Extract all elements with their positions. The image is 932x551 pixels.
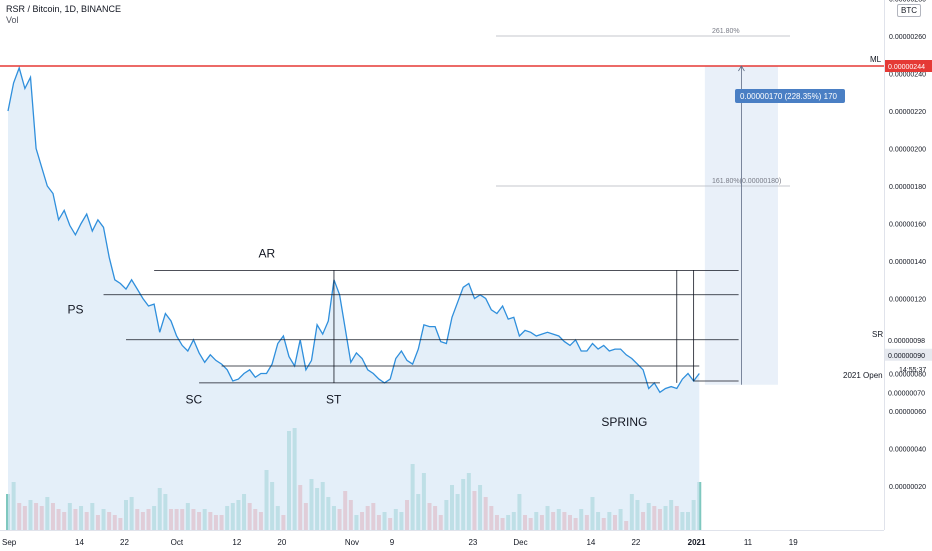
level-label: SR — [872, 330, 883, 339]
fib-label: 161.80%(0.00000180) — [712, 178, 781, 185]
wyckoff-label: PS — [67, 303, 83, 317]
level-label: 2021 Open — [843, 371, 883, 380]
price-tick-label: 0.00000040 — [889, 447, 926, 454]
time-tick-label: 12 — [232, 538, 241, 547]
measure-tag-bg — [735, 89, 845, 103]
volume-indicator-label[interactable]: Vol — [6, 15, 19, 25]
symbol-title[interactable]: RSR / Bitcoin, 1D, BINANCE — [6, 4, 122, 14]
time-tick-label: 9 — [390, 538, 395, 547]
price-tick-label: 0.00000280 — [889, 0, 926, 4]
open-price-tag-bg — [885, 386, 932, 399]
wyckoff-label: SPRING — [601, 415, 647, 429]
time-tick-label: 11 — [744, 538, 753, 547]
price-tick-label: 0.00000160 — [889, 222, 926, 229]
chart-header: RSR / Bitcoin, 1D, BINANCE Vol — [6, 4, 121, 26]
time-tick-label: Sep — [2, 538, 17, 547]
measure-arrowhead — [738, 65, 745, 72]
ml-price-tag: 0.00000244 — [888, 64, 925, 71]
price-tick-label: 0.00000120 — [889, 297, 926, 304]
ml-label: ML — [870, 55, 882, 64]
price-tick-label: 0.00000140 — [889, 259, 926, 266]
ml-price-tag-bg — [885, 60, 932, 72]
open-price-tag: 0.00000070 — [888, 390, 925, 397]
time-tick-label: 23 — [468, 538, 477, 547]
price-tick-label: 0.00000220 — [889, 109, 926, 116]
time-tick-label: 22 — [120, 538, 129, 547]
current-price-tag-bg — [885, 348, 932, 361]
price-tick-label: 0.00000240 — [889, 72, 926, 79]
time-tick-label: 19 — [789, 538, 798, 547]
price-tick-label: 0.00000260 — [889, 34, 926, 41]
price-tick-label: 0.00000060 — [889, 409, 926, 416]
price-line — [7, 65, 700, 394]
sr-price-tag: 0.00000098 — [888, 338, 925, 345]
countdown-time: 14:55:37 — [899, 367, 926, 374]
time-tick-label: 14 — [586, 538, 595, 547]
price-tick-label: 0.00000080 — [889, 372, 926, 379]
time-tick-label: Dec — [513, 538, 527, 547]
price-area — [8, 67, 700, 531]
wyckoff-label: AR — [259, 246, 276, 260]
time-tick-label: Oct — [171, 538, 184, 547]
time-tick-label: 22 — [631, 538, 640, 547]
time-axis[interactable] — [0, 530, 884, 551]
currency-badge[interactable]: BTC — [897, 4, 921, 17]
price-tick-label: 0.00000180 — [889, 184, 926, 191]
time-tick-label: 2021 — [688, 538, 706, 547]
sr-price-tag-bg — [885, 333, 932, 346]
price-axis[interactable] — [884, 0, 932, 530]
wyckoff-label: ST — [326, 393, 342, 407]
current-price-tag: 0.00000090 — [888, 353, 925, 360]
measure-tag: 0.00000170 (228.35%) 170 — [740, 92, 838, 101]
wyckoff-label: SC — [185, 393, 202, 407]
time-tick-label: 14 — [75, 538, 84, 547]
time-tick-label: 20 — [277, 538, 286, 547]
fib-label: 261.80% — [712, 28, 740, 35]
price-tick-label: 0.00000020 — [889, 484, 926, 491]
time-tick-label: Nov — [345, 538, 359, 547]
price-tick-label: 0.00000200 — [889, 147, 926, 154]
